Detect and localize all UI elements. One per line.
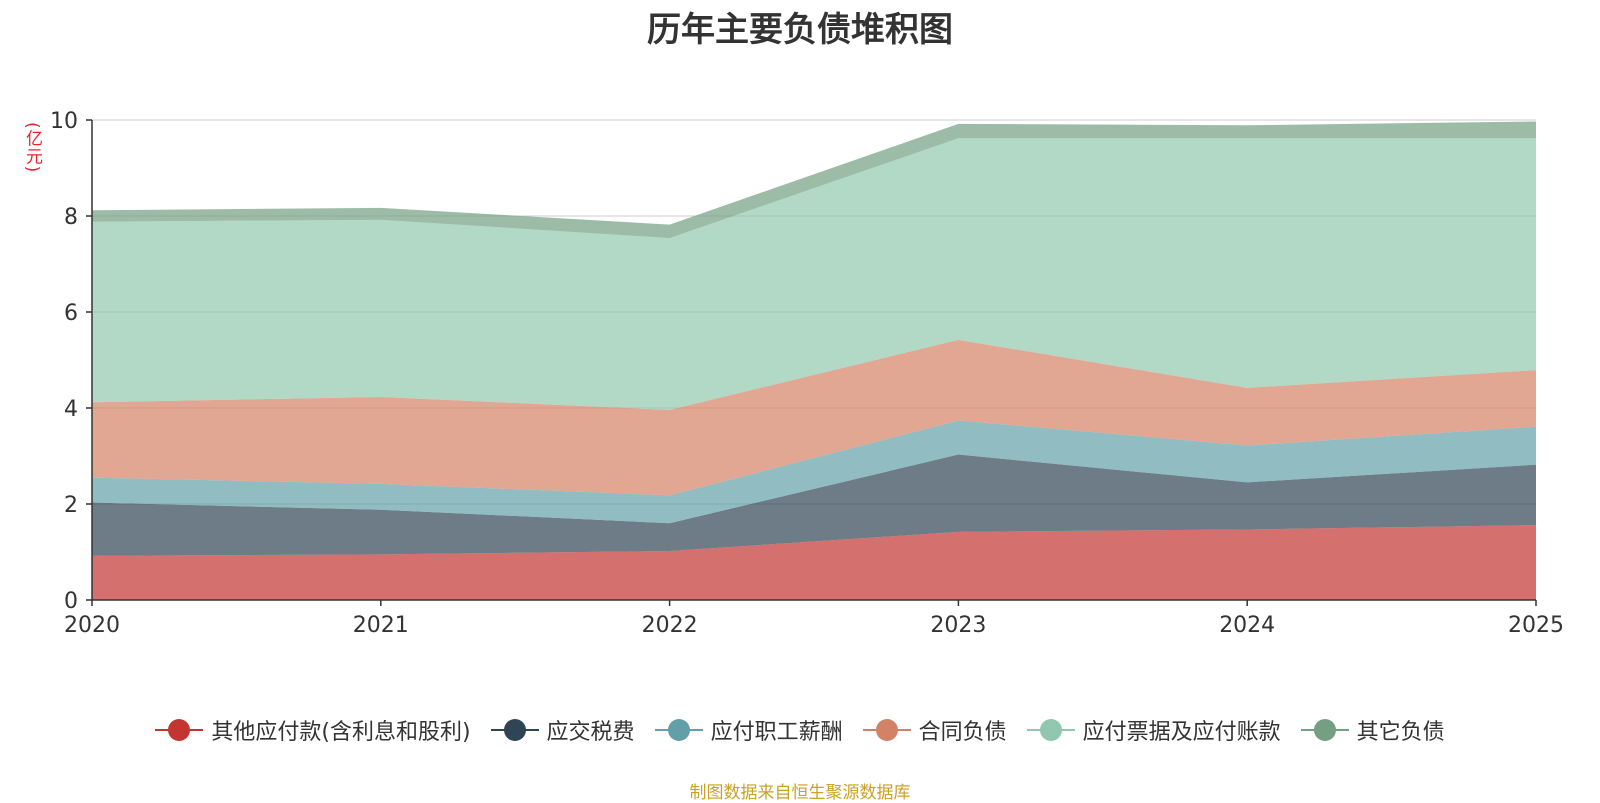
y-tick-label: 0 (64, 589, 78, 614)
legend-swatch-dot (168, 719, 191, 741)
x-tick-label: 2024 (1219, 613, 1275, 638)
x-tick-label: 2020 (64, 613, 120, 638)
chart-title: 历年主要负债堆积图 (647, 10, 953, 50)
legend: 其他应付款(含利息和股利) 应交税费 应付职工薪酬 合同负债 应付票据及应付账款 其它负债 (0, 714, 1600, 746)
legend-swatch-dot (875, 719, 898, 741)
y-axis-unit-label: (亿元) (22, 122, 42, 174)
area-series-6 (92, 121, 1536, 239)
source-note: 制图数据来自恒生聚源数据库 (689, 783, 911, 803)
tick-labels: 0 2 4 6 8 10 2020 2021 2022 2023 2024 2025 (50, 109, 1564, 638)
area-series-4 (92, 339, 1536, 496)
area-series-1 (92, 525, 1536, 600)
legend-item[interactable]: 合同负债 (862, 714, 1007, 746)
area-series-2 (92, 454, 1536, 556)
legend-swatch-dot (503, 719, 526, 741)
legend-label: 合同负债 (918, 720, 1007, 745)
legend-label: 应付票据及应付账款 (1082, 720, 1281, 745)
y-tick-label: 6 (64, 301, 78, 326)
legend-swatch (654, 719, 703, 741)
y-tick-label: 8 (64, 205, 78, 230)
area-series-5 (92, 138, 1536, 410)
legend-item[interactable]: 应付职工薪酬 (654, 714, 843, 746)
legend-swatch (862, 719, 911, 741)
legend-swatch-dot (1039, 719, 1062, 741)
axes (86, 119, 1537, 606)
legend-label: 应交税费 (546, 720, 635, 745)
x-tick-label: 2021 (353, 613, 409, 638)
legend-label: 其它负债 (1356, 720, 1445, 745)
x-tick-label: 2023 (930, 613, 986, 638)
legend-item[interactable]: 应交税费 (490, 714, 635, 746)
legend-swatch (490, 719, 539, 741)
legend-swatch (155, 719, 204, 741)
area-series-layer (92, 121, 1536, 600)
legend-item[interactable]: 应付票据及应付账款 (1026, 714, 1281, 746)
legend-item[interactable]: 其它负债 (1300, 714, 1445, 746)
legend-swatch (1300, 719, 1349, 741)
x-tick-label: 2025 (1508, 613, 1564, 638)
area-series-3 (92, 420, 1536, 524)
y-tick-label: 2 (64, 493, 78, 518)
legend-swatch-dot (667, 719, 690, 741)
legend-label: 应付职工薪酬 (710, 720, 843, 745)
legend-swatch-dot (1313, 719, 1336, 741)
legend-label: 其他应付款(含利息和股利) (211, 720, 471, 745)
y-tick-label: 4 (64, 397, 78, 422)
legend-swatch (1026, 719, 1075, 741)
x-tick-label: 2022 (642, 613, 698, 638)
legend-item[interactable]: 其他应付款(含利息和股利) (155, 714, 471, 746)
y-tick-label: 10 (50, 109, 78, 134)
